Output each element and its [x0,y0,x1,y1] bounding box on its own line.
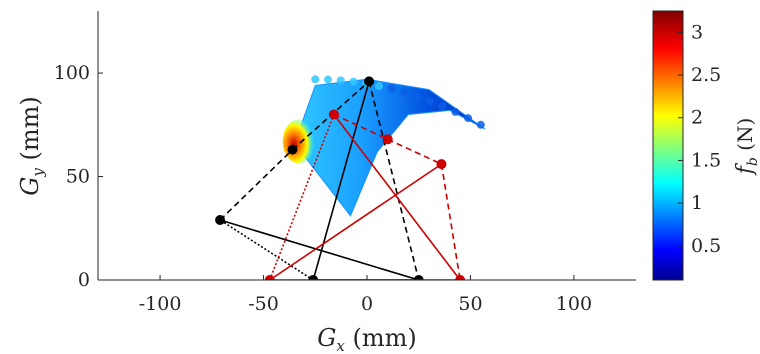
joint-point [308,275,319,280]
joint-point [413,275,424,280]
y-tick-label: 100 [54,62,90,84]
left-proximal-link [219,219,314,280]
colorbar-ticks: 0.5 1 1.5 2 2.5 3 [678,21,721,257]
colorbar-tick-label: 1.5 [691,149,721,171]
mechanism-red [264,109,466,280]
joint-point [382,134,393,145]
colorbar-tick-label: 3 [691,21,703,43]
workspace-edge-mark [464,114,473,123]
workspace-edge-mark [425,97,434,106]
colorbar-label: fb (N) [733,118,760,177]
tick-labels: -100 -50 0 50 100 0 50 100 [54,62,592,315]
cross-link [219,219,419,280]
workspace-edge-mark [438,102,447,111]
left-distal-link [312,81,370,280]
workspace-edge-mark [324,75,333,84]
colorbar-tick-label: 2 [691,107,703,129]
y-axis-label: Gy (mm) [16,96,47,196]
x-tick-label: 100 [556,293,592,315]
x-tick-label: 50 [458,293,482,315]
x-tick-label: 0 [361,293,373,315]
joint-point [215,214,226,225]
workspace-fill [294,78,486,217]
right-link [440,163,461,280]
workspace-edge-mark [476,120,485,129]
joint-point [287,144,298,155]
joint-point [455,275,466,280]
colorbar-tick-label: 2.5 [691,64,721,86]
plot-area [215,75,486,280]
workspace-edge-mark [387,84,396,93]
high-force-zone [282,119,315,164]
workspace-region [282,75,486,217]
left-distal-link [269,163,442,280]
colorbar: 0.5 1 1.5 2 2.5 3 fb (N) [652,10,760,281]
joint-point [264,275,275,280]
cross-link [333,113,461,280]
mechanisms [215,76,466,280]
workspace-edge-mark [451,107,460,116]
workspace-edge-mark [349,77,358,86]
colorbar-tick-label: 1 [691,192,703,214]
workspace-edge-mark [374,82,383,91]
right-link [368,81,420,280]
joint-point [436,159,447,170]
y-tick-label: 0 [78,269,90,291]
joint-point [328,109,339,120]
x-tick-label: -50 [248,293,279,315]
joint-point [364,76,375,87]
x-tick-label: -100 [139,293,182,315]
y-tick-label: 50 [66,166,90,188]
axes [97,11,636,281]
workspace-edge-mark [413,92,422,101]
upper-link [387,138,442,165]
left-upper-link [219,149,294,221]
mechanism-black [215,76,424,280]
workspace-edge-mark [400,88,409,97]
x-axis-label: Gx (mm) [317,324,417,354]
colorbar-tick-label: 0.5 [691,235,721,257]
left-proximal-link [269,114,335,280]
workspace-edge-mark [311,75,320,84]
workspace-edge-mark [336,76,345,85]
colorbar-gradient [652,10,684,281]
